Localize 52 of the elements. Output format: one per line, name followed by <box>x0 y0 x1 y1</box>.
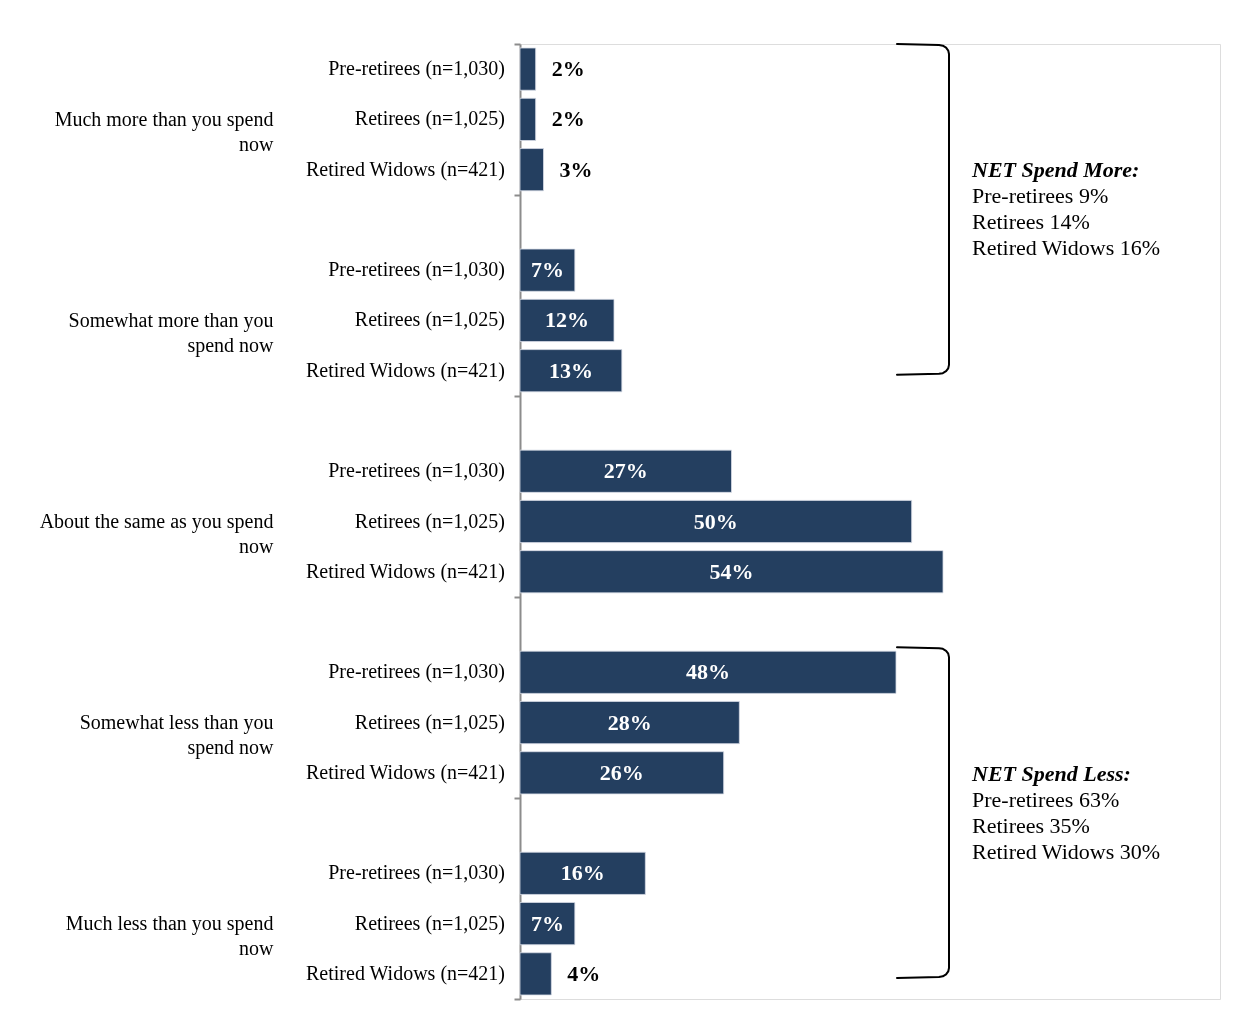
y-tick-label: Somewhat less than you spend now <box>79 711 275 760</box>
text: NET Spend Less: Pre-retirees 63% Retirees 35% Retired Widows 30% <box>971 760 1161 864</box>
bar <box>519 851 646 895</box>
data-label: 26% <box>599 759 644 785</box>
text: Retirees (n=1,025) <box>354 509 505 532</box>
text: Pre-retirees (n=1,030) <box>328 258 505 281</box>
text: Retired Widows (n=421) <box>306 760 505 783</box>
bar <box>519 952 552 996</box>
text: Retired Widows (n=421) <box>306 961 505 984</box>
text: Pre-retirees (n=1,030) <box>328 459 505 482</box>
data-label: 12% <box>545 307 589 333</box>
bar <box>519 47 537 91</box>
data-label: 3% <box>559 156 593 182</box>
data-label: 13% <box>548 357 593 383</box>
bar <box>519 902 576 946</box>
data-label: 4% <box>567 960 601 986</box>
data-label: 2% <box>551 106 585 132</box>
bar <box>519 148 544 192</box>
text: Retired Widows (n=421) <box>306 358 505 381</box>
text: Retirees (n=1,025) <box>354 911 505 934</box>
y-tick-label: Somewhat more than you spend now <box>68 308 275 357</box>
data-label: 28% <box>607 709 652 735</box>
bar <box>519 751 725 795</box>
data-label: 50% <box>693 508 738 534</box>
data-label: 48% <box>686 659 730 685</box>
text: Pre-retirees (n=1,030) <box>328 660 505 683</box>
bar <box>519 298 615 342</box>
data-label: 2% <box>551 56 585 82</box>
bar <box>519 650 897 694</box>
bar <box>519 349 623 393</box>
data-label: 16% <box>560 860 605 886</box>
bar <box>519 499 913 544</box>
series-label: Retired Widows (n=421) <box>306 157 505 181</box>
data-label: 54% <box>709 558 754 584</box>
y-tick-label: Much less than you spend now <box>65 912 275 960</box>
text: Retired Widows (n=421) <box>306 559 505 582</box>
y-tick-label: Much more than you spend now <box>54 107 275 155</box>
text: Retirees (n=1,025) <box>354 308 505 331</box>
bar <box>519 97 537 141</box>
series-label: Pre-retirees (n=1,030) <box>328 57 505 81</box>
data-label: 27% <box>603 458 648 484</box>
text: Pre-retirees (n=1,030) <box>328 861 505 884</box>
series-label: Retirees (n=1,025) <box>354 107 505 131</box>
bar <box>519 449 732 493</box>
text: NET Spend More: Pre-retirees 9% Retirees 14% Retired Widows 16% <box>971 157 1161 261</box>
bar <box>519 550 944 594</box>
bar <box>519 248 576 292</box>
y-tick-label: About the same as you spend now <box>39 510 275 557</box>
data-label: 7% <box>530 257 564 283</box>
bar <box>519 701 740 745</box>
data-label: 7% <box>530 910 564 936</box>
text: Retirees (n=1,025) <box>354 710 505 733</box>
